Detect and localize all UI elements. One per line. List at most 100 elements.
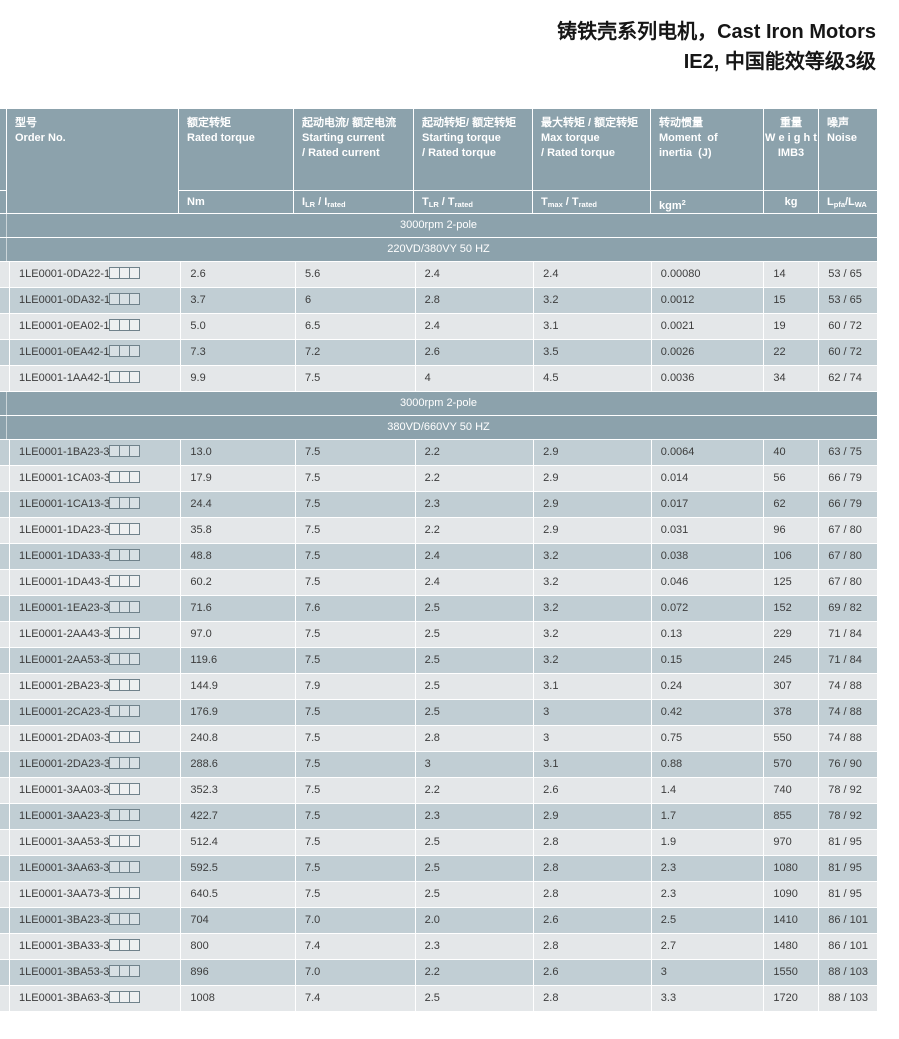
value-cell: 7.5 — [296, 518, 416, 543]
value-cell: 2.8 — [534, 856, 652, 881]
value-cell: 78 / 92 — [819, 778, 878, 803]
order-no-text: 1LE0001-1DA33-3 — [19, 550, 111, 562]
order-no-text: 1LE0001-2AA43-3 — [19, 628, 110, 640]
table-row: 1LE0001-3BA23-3 704 7.0 2.0 2.6 2.5 1410 86 / 1… — [0, 908, 878, 934]
value-cell: 0.0036 — [651, 366, 765, 391]
table-row: 1LE0001-3BA53-3 896 7.0 2.2 2.6 3 1550 88 / 103 — [0, 960, 878, 986]
table-row: 1LE0001-3AA73-3 640.5 7.5 2.5 2.8 2.3 1090 81 /… — [0, 882, 878, 908]
value-cell: 2.8 — [534, 882, 652, 907]
table-row: 1LE0001-0DA32-1 3.7 6 2.8 3.2 0.0012 15 53 / 65 — [0, 288, 878, 314]
order-no-cell: 1LE0001-3BA63-3 — [10, 986, 182, 1011]
table-row: 1LE0001-2AA53-3 119.6 7.5 2.5 3.2 0.15 245 71 /… — [0, 648, 878, 674]
unit-max-torque: Tmax / Trated — [533, 191, 651, 214]
header-col-order: 型号 Order No. — [7, 109, 179, 214]
order-no-text: 1LE0001-2DA03-3 — [19, 732, 111, 744]
value-cell: 4 — [415, 366, 535, 391]
order-no-text: 1LE0001-1DA43-3 — [19, 576, 111, 588]
order-no-text: 1LE0001-2AA53-3 — [19, 654, 110, 666]
value-cell: 3 — [651, 960, 765, 985]
value-cell: 229 — [764, 622, 820, 647]
value-cell: 67 / 80 — [819, 544, 878, 569]
value-cell: 176.9 — [181, 700, 296, 725]
value-cell: 2.4 — [415, 314, 535, 339]
header-col-rated-torque: 额定转矩 Rated torque Nm — [179, 109, 294, 214]
value-cell: 2.5 — [415, 596, 535, 621]
value-cell: 2.9 — [534, 492, 652, 517]
order-placeholder-box — [129, 549, 141, 561]
value-cell: 0.031 — [651, 518, 765, 543]
order-placeholder-box — [129, 497, 141, 509]
value-cell: 119.6 — [181, 648, 296, 673]
header-col-weight: 重量 W e i g h t IMB3 kg — [764, 109, 819, 214]
order-placeholder-box — [128, 991, 140, 1003]
value-cell: 63 / 75 — [819, 440, 878, 465]
value-cell: 2.5 — [415, 830, 535, 855]
value-cell: 7.5 — [296, 570, 416, 595]
order-no-cell: 1LE0001-0EA02-1 — [10, 314, 182, 339]
value-cell: 2.3 — [651, 882, 765, 907]
value-cell: 800 — [181, 934, 296, 959]
value-cell: 69 / 82 — [819, 596, 878, 621]
row-edge-strip — [0, 960, 10, 985]
value-cell: 7.2 — [296, 340, 416, 365]
value-cell: 3.1 — [534, 752, 652, 777]
value-cell: 240.8 — [181, 726, 296, 751]
value-cell: 7.5 — [296, 492, 416, 517]
page-title: 铸铁壳系列电机，Cast Iron Motors IE2, 中国能效等级3级 — [0, 0, 899, 77]
header-edge-strip — [0, 109, 7, 214]
order-no-cell: 1LE0001-1BA23-3 — [10, 440, 182, 465]
value-cell: 0.42 — [651, 700, 765, 725]
row-edge-strip — [0, 674, 10, 699]
order-no-text: 1LE0001-3AA63-3 — [19, 862, 110, 874]
table-row: 1LE0001-3AA23-3 422.7 7.5 2.3 2.9 1.7 855 78 / … — [0, 804, 878, 830]
order-placeholder-box — [129, 471, 141, 483]
order-no-text: 1LE0001-3AA53-3 — [19, 836, 110, 848]
value-cell: 2.2 — [415, 778, 535, 803]
value-cell: 0.88 — [651, 752, 765, 777]
table-row: 1LE0001-2AA43-3 97.0 7.5 2.5 3.2 0.13 229 71 / … — [0, 622, 878, 648]
order-placeholder-box — [129, 523, 141, 535]
row-edge-strip — [0, 570, 10, 595]
value-cell: 512.4 — [181, 830, 296, 855]
value-cell: 1080 — [764, 856, 820, 881]
value-cell: 7.5 — [296, 778, 416, 803]
row-edge-strip — [0, 908, 10, 933]
value-cell: 0.0012 — [651, 288, 765, 313]
value-cell: 740 — [764, 778, 820, 803]
value-cell: 14 — [764, 262, 820, 287]
order-no-text: 1LE0001-0EA42-1 — [19, 346, 110, 358]
value-cell: 0.072 — [651, 596, 765, 621]
order-no-text: 1LE0001-3BA63-3 — [19, 992, 110, 1004]
order-placeholder-box — [128, 887, 140, 899]
value-cell: 3.2 — [534, 596, 652, 621]
value-cell: 71 / 84 — [819, 622, 878, 647]
value-cell: 2.2 — [415, 960, 535, 985]
order-no-cell: 1LE0001-3AA63-3 — [10, 856, 182, 881]
section-speed-banner: 3000rpm 2-pole — [0, 392, 877, 416]
value-cell: 2.3 — [415, 492, 535, 517]
table-row: 1LE0001-1DA43-3 60.2 7.5 2.4 3.2 0.046 125 67 /… — [0, 570, 878, 596]
value-cell: 67 / 80 — [819, 570, 878, 595]
value-cell: 2.6 — [415, 340, 535, 365]
value-cell: 2.3 — [415, 934, 535, 959]
value-cell: 2.8 — [534, 986, 652, 1011]
value-cell: 2.4 — [415, 544, 535, 569]
order-no-text: 1LE0001-3BA23-3 — [19, 914, 110, 926]
table-body: 3000rpm 2-pole 220VD/380VY 50 HZ 1LE0001-0… — [0, 214, 878, 1012]
value-cell: 81 / 95 — [819, 856, 878, 881]
value-cell: 2.5 — [415, 700, 535, 725]
value-cell: 7.9 — [296, 674, 416, 699]
value-cell: 592.5 — [181, 856, 296, 881]
value-cell: 7.4 — [296, 986, 416, 1011]
order-no-text: 1LE0001-1DA23-3 — [19, 524, 111, 536]
table-row: 1LE0001-0EA42-1 7.3 7.2 2.6 3.5 0.0026 22 60 / … — [0, 340, 878, 366]
value-cell: 2.9 — [534, 466, 652, 491]
value-cell: 7.5 — [296, 726, 416, 751]
header-col-starting-torque: 起动转矩/ 额定转矩 Starting torque / Rated torqu… — [414, 109, 533, 214]
value-cell: 0.0026 — [651, 340, 765, 365]
page-title-line1: 铸铁壳系列电机，Cast Iron Motors — [557, 21, 876, 43]
row-edge-strip — [0, 288, 10, 313]
value-cell: 0.014 — [651, 466, 765, 491]
value-cell: 2.2 — [415, 466, 535, 491]
value-cell: 7.5 — [296, 752, 416, 777]
